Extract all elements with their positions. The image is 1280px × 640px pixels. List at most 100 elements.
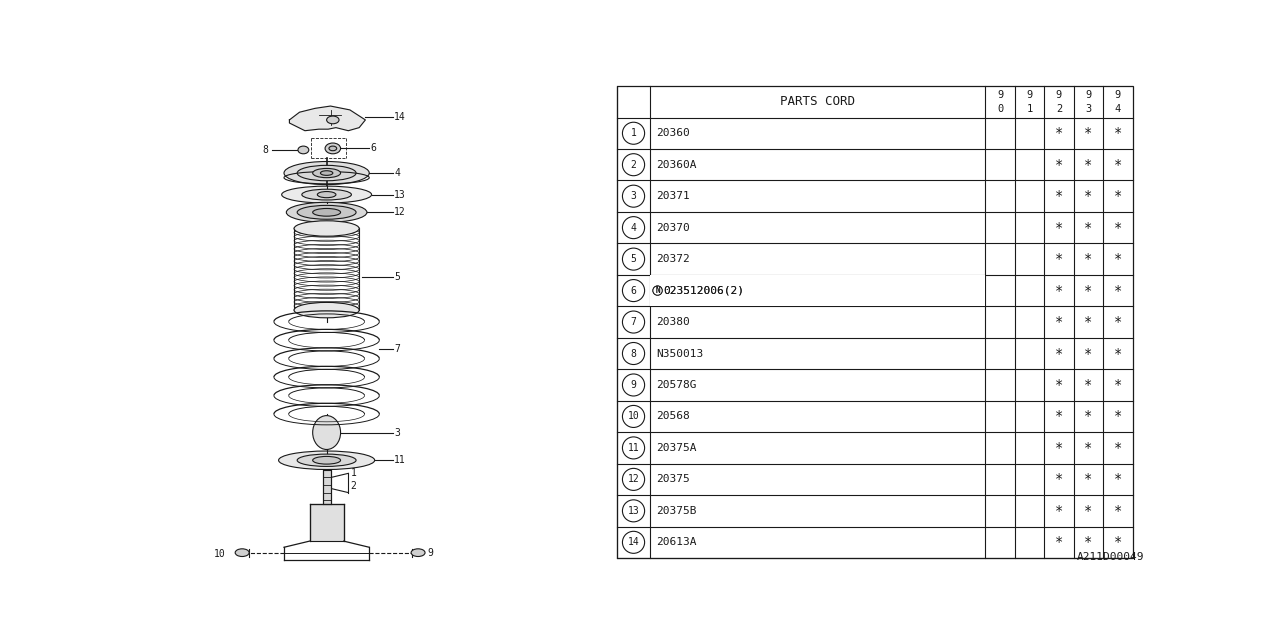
Text: 0: 0 xyxy=(997,104,1004,114)
Text: *: * xyxy=(1114,189,1123,203)
Text: *: * xyxy=(1084,189,1093,203)
Text: 13: 13 xyxy=(627,506,640,516)
Text: *: * xyxy=(1114,410,1123,424)
Ellipse shape xyxy=(282,186,371,203)
Text: 9: 9 xyxy=(1056,90,1062,100)
Text: 10: 10 xyxy=(214,549,225,559)
Text: 9: 9 xyxy=(1027,90,1033,100)
Polygon shape xyxy=(289,106,365,131)
Text: *: * xyxy=(1084,221,1093,235)
Text: 1: 1 xyxy=(631,128,636,138)
Text: 14: 14 xyxy=(394,112,406,122)
Text: *: * xyxy=(1084,535,1093,549)
Text: 3: 3 xyxy=(394,428,399,438)
Text: 023512006(2): 023512006(2) xyxy=(664,285,745,296)
Text: *: * xyxy=(1114,126,1123,140)
Text: 12: 12 xyxy=(627,474,640,484)
Text: 5: 5 xyxy=(394,272,399,282)
Circle shape xyxy=(622,185,645,207)
Text: ⓝN023512006(2): ⓝN023512006(2) xyxy=(657,285,750,296)
Text: *: * xyxy=(1084,252,1093,266)
Circle shape xyxy=(622,437,645,459)
Circle shape xyxy=(653,286,662,295)
Text: A211D00049: A211D00049 xyxy=(1076,552,1144,562)
Text: *: * xyxy=(1114,221,1123,235)
Ellipse shape xyxy=(326,116,339,124)
Ellipse shape xyxy=(411,549,425,557)
Text: 4: 4 xyxy=(631,223,636,233)
Text: 20360: 20360 xyxy=(657,128,690,138)
Text: *: * xyxy=(1055,284,1064,298)
Text: 20375: 20375 xyxy=(657,474,690,484)
Text: 13: 13 xyxy=(394,189,406,200)
Text: 20375B: 20375B xyxy=(657,506,696,516)
Ellipse shape xyxy=(236,549,250,557)
Ellipse shape xyxy=(297,165,356,180)
Text: *: * xyxy=(1084,441,1093,455)
Bar xyxy=(310,504,343,541)
Text: 3: 3 xyxy=(1085,104,1092,114)
Circle shape xyxy=(622,342,645,365)
Ellipse shape xyxy=(312,209,340,216)
Ellipse shape xyxy=(287,202,367,222)
Text: *: * xyxy=(1055,157,1064,172)
Text: PARTS CORD: PARTS CORD xyxy=(780,95,855,108)
Text: *: * xyxy=(1055,221,1064,235)
Text: 3: 3 xyxy=(631,191,636,201)
Text: 20370: 20370 xyxy=(657,223,690,233)
Ellipse shape xyxy=(279,451,375,470)
Text: *: * xyxy=(1055,346,1064,360)
Text: 20371: 20371 xyxy=(657,191,690,201)
Text: N: N xyxy=(655,286,660,295)
Circle shape xyxy=(622,468,645,490)
Text: *: * xyxy=(1084,315,1093,329)
Text: *: * xyxy=(1055,472,1064,486)
Text: 9: 9 xyxy=(631,380,636,390)
Ellipse shape xyxy=(329,146,337,151)
Text: 8: 8 xyxy=(262,145,269,155)
Text: 2: 2 xyxy=(351,481,357,492)
Text: 20568: 20568 xyxy=(657,412,690,422)
Text: 9: 9 xyxy=(1085,90,1092,100)
Text: 6: 6 xyxy=(631,285,636,296)
Text: *: * xyxy=(1114,441,1123,455)
Ellipse shape xyxy=(317,191,335,198)
Text: 7: 7 xyxy=(631,317,636,327)
Bar xyxy=(323,470,330,504)
Text: 1: 1 xyxy=(351,468,357,478)
Text: *: * xyxy=(1055,315,1064,329)
Text: *: * xyxy=(1055,410,1064,424)
Text: 11: 11 xyxy=(394,455,406,465)
Text: *: * xyxy=(1114,535,1123,549)
Text: *: * xyxy=(1084,472,1093,486)
Text: *: * xyxy=(1114,472,1123,486)
Text: 4: 4 xyxy=(1115,104,1121,114)
Ellipse shape xyxy=(312,168,340,178)
Text: *: * xyxy=(1084,504,1093,518)
Circle shape xyxy=(622,248,645,270)
Text: N: N xyxy=(655,286,660,295)
Text: N350013: N350013 xyxy=(657,349,703,358)
Text: 2: 2 xyxy=(631,160,636,170)
Text: *: * xyxy=(1114,346,1123,360)
Circle shape xyxy=(622,154,645,176)
Text: *: * xyxy=(1055,504,1064,518)
Text: *: * xyxy=(1055,252,1064,266)
Ellipse shape xyxy=(312,415,340,449)
Text: 20613A: 20613A xyxy=(657,538,696,547)
Text: 4: 4 xyxy=(394,168,399,178)
Ellipse shape xyxy=(297,205,356,220)
Text: 023512006(2): 023512006(2) xyxy=(664,285,745,296)
Text: 1: 1 xyxy=(1027,104,1033,114)
Text: 20375A: 20375A xyxy=(657,443,696,453)
Text: *: * xyxy=(1114,315,1123,329)
Text: 20380: 20380 xyxy=(657,317,690,327)
Text: 9: 9 xyxy=(997,90,1004,100)
Circle shape xyxy=(622,280,645,301)
Text: *: * xyxy=(1055,126,1064,140)
Text: *: * xyxy=(1114,378,1123,392)
Text: 20372: 20372 xyxy=(657,254,690,264)
Circle shape xyxy=(622,311,645,333)
Text: 20360A: 20360A xyxy=(657,160,696,170)
Circle shape xyxy=(622,405,645,428)
